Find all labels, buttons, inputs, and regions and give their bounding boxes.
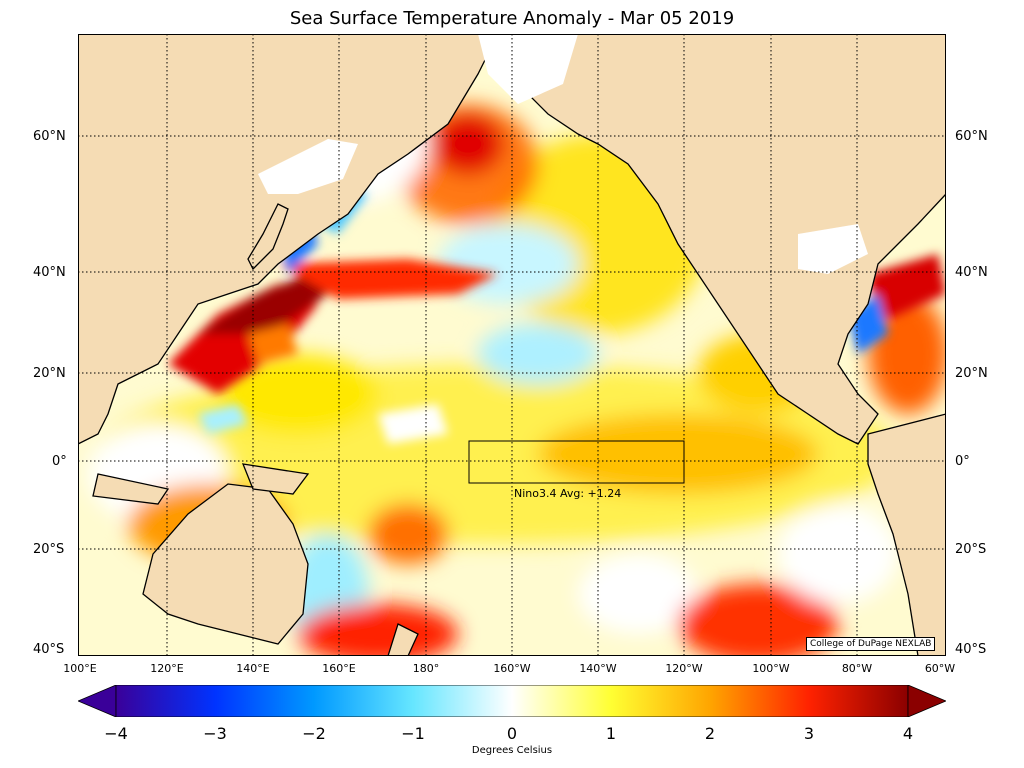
lon-label-120e: 120°E — [150, 662, 184, 675]
map-canvas — [78, 34, 946, 656]
lat-label-60n-right: 60°N — [955, 129, 988, 144]
colorbar-min-extend — [76, 684, 117, 718]
colorbar-svg — [76, 684, 948, 718]
lat-label-40n-left: 40°N — [33, 265, 66, 280]
lon-label-60w: 60°W — [924, 662, 956, 675]
nino34-average-label: Nino3.4 Avg: +1.24 — [514, 487, 622, 500]
colorbar-gradient — [115, 684, 909, 718]
lon-label-140w: 140°W — [579, 662, 617, 675]
cbar-tick-m1: −1 — [401, 724, 425, 743]
australia-landmass — [142, 483, 309, 645]
lat-label-20n-left: 20°N — [33, 366, 66, 381]
lat-label-60n-left: 60°N — [33, 129, 66, 144]
cbar-tick-m4: −4 — [104, 724, 128, 743]
colorbar — [76, 684, 948, 718]
cbar-tick-m2: −2 — [302, 724, 326, 743]
colorbar-max-extend — [907, 684, 948, 718]
map-title: Sea Surface Temperature Anomaly - Mar 05… — [289, 8, 735, 29]
cbar-tick-2: 2 — [704, 724, 716, 743]
lat-label-40s-left: 40°S — [33, 642, 65, 657]
lat-label-40s-right: 40°S — [955, 642, 987, 657]
lon-label-80w: 80°W — [841, 662, 873, 675]
lat-label-eq-right: 0° — [955, 454, 970, 469]
graticule — [78, 34, 946, 656]
credit-label: College of DuPage NEXLAB — [806, 637, 936, 651]
lon-label-100w: 100°W — [752, 662, 790, 675]
lon-label-160e: 160°E — [322, 662, 356, 675]
lon-label-140e: 140°E — [236, 662, 270, 675]
lat-label-20s-left: 20°S — [33, 542, 65, 557]
lon-label-120w: 120°W — [665, 662, 703, 675]
cbar-tick-1: 1 — [605, 724, 617, 743]
lat-label-20n-right: 20°N — [955, 366, 988, 381]
sea-ice — [258, 34, 868, 274]
indonesia-landmass — [92, 473, 170, 505]
lat-label-20s-right: 20°S — [955, 542, 987, 557]
cbar-tick-m3: −3 — [203, 724, 227, 743]
cbar-tick-0: 0 — [506, 724, 518, 743]
lat-label-40n-right: 40°N — [955, 265, 988, 280]
colorbar-label: Degrees Celsius — [471, 745, 553, 756]
lon-label-100e: 100°E — [63, 662, 97, 675]
cbar-tick-3: 3 — [803, 724, 815, 743]
new-guinea-landmass — [241, 463, 310, 495]
lat-label-eq-left: 0° — [52, 454, 67, 469]
lon-label-180: 180° — [412, 662, 440, 675]
cbar-tick-4: 4 — [902, 724, 914, 743]
nino34-region-box — [468, 440, 685, 484]
lon-label-160w: 160°W — [493, 662, 531, 675]
new-zealand-landmass — [387, 623, 419, 656]
south-america-landmass — [867, 413, 946, 656]
map-frame — [78, 34, 946, 656]
japan-landmass — [247, 203, 289, 271]
sst-anomaly-map — [78, 34, 946, 656]
